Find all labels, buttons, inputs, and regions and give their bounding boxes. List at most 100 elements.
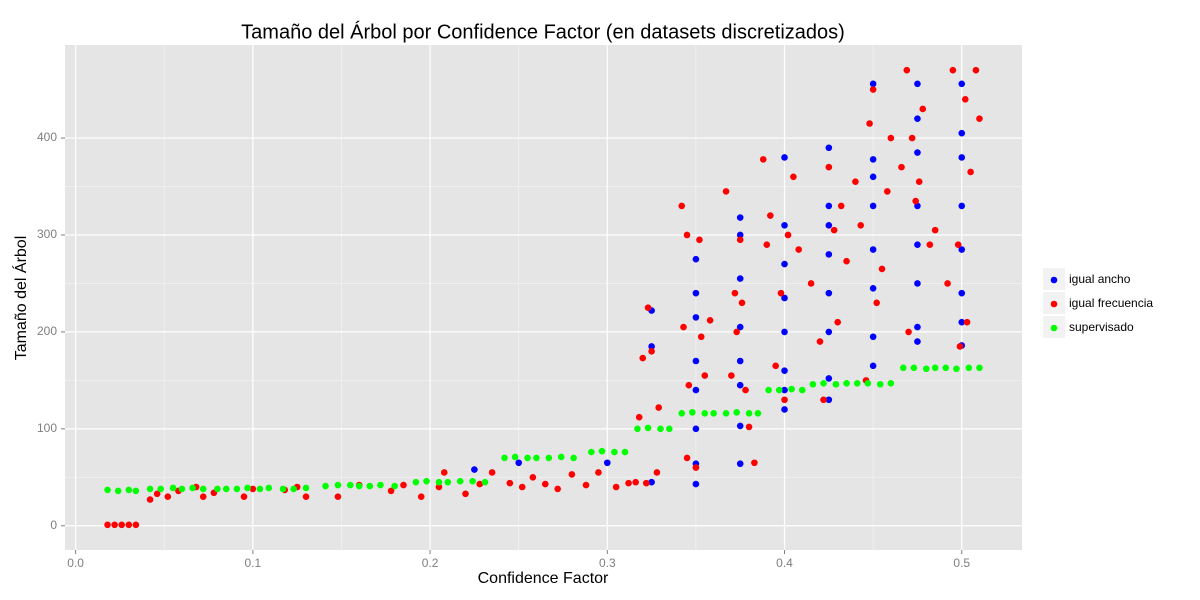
point bbox=[511, 453, 519, 461]
point bbox=[696, 236, 703, 244]
point bbox=[736, 323, 744, 331]
point bbox=[710, 410, 717, 417]
point bbox=[731, 289, 739, 297]
point bbox=[816, 338, 824, 345]
point bbox=[736, 460, 744, 468]
point bbox=[722, 188, 730, 195]
chart-title: Tamaño del Árbol por Confidence Factor (… bbox=[241, 20, 845, 43]
point bbox=[798, 386, 806, 394]
point bbox=[387, 487, 395, 495]
point bbox=[869, 246, 877, 253]
point bbox=[146, 496, 154, 503]
point bbox=[132, 521, 140, 529]
point bbox=[963, 318, 971, 326]
point bbox=[692, 425, 700, 433]
point bbox=[692, 480, 700, 488]
point bbox=[864, 379, 872, 387]
point bbox=[869, 284, 877, 292]
point bbox=[736, 275, 744, 282]
point bbox=[692, 255, 700, 263]
y-axis-label: Tamaño del Árbol bbox=[11, 236, 30, 361]
point bbox=[898, 163, 905, 171]
point bbox=[767, 212, 774, 219]
point bbox=[869, 80, 877, 88]
point bbox=[976, 364, 983, 372]
point bbox=[914, 115, 921, 122]
point bbox=[733, 409, 740, 416]
point bbox=[653, 469, 661, 476]
point bbox=[701, 372, 709, 379]
point bbox=[919, 105, 927, 113]
point bbox=[788, 385, 795, 393]
point bbox=[754, 410, 762, 417]
point bbox=[869, 362, 877, 370]
point bbox=[777, 289, 785, 297]
point bbox=[958, 129, 966, 137]
point bbox=[639, 354, 647, 362]
point bbox=[905, 328, 912, 336]
point bbox=[444, 478, 452, 486]
point bbox=[781, 328, 788, 336]
point bbox=[781, 154, 788, 161]
point bbox=[476, 480, 484, 488]
point bbox=[781, 386, 788, 394]
x-tick-label: 0.0 bbox=[67, 556, 84, 570]
point bbox=[914, 280, 921, 287]
point bbox=[199, 493, 207, 500]
y-tick-label: 0 bbox=[50, 518, 57, 532]
point bbox=[931, 226, 939, 234]
point bbox=[598, 447, 606, 455]
point bbox=[689, 409, 696, 416]
point bbox=[111, 521, 118, 529]
point bbox=[953, 365, 960, 373]
point bbox=[976, 115, 983, 122]
point bbox=[825, 396, 833, 404]
point bbox=[435, 478, 443, 486]
point bbox=[954, 241, 962, 248]
point bbox=[914, 338, 921, 345]
point bbox=[733, 328, 740, 336]
point bbox=[736, 214, 744, 221]
legend: igual ancho igual frecuencia supervisado bbox=[1043, 268, 1153, 338]
legend-label: supervisado bbox=[1069, 320, 1134, 334]
point bbox=[722, 410, 730, 417]
point bbox=[554, 485, 561, 493]
point bbox=[634, 425, 641, 433]
point bbox=[745, 423, 753, 431]
point bbox=[189, 484, 196, 492]
point bbox=[481, 478, 489, 486]
point bbox=[435, 483, 443, 491]
point bbox=[728, 372, 735, 379]
point bbox=[742, 386, 749, 394]
point bbox=[914, 323, 921, 331]
point bbox=[781, 367, 788, 374]
point bbox=[763, 241, 771, 248]
point bbox=[625, 479, 632, 487]
point bbox=[736, 231, 744, 239]
point bbox=[240, 493, 248, 500]
point bbox=[912, 197, 919, 205]
point bbox=[736, 381, 744, 389]
point bbox=[958, 202, 966, 210]
point bbox=[972, 66, 980, 74]
point bbox=[878, 265, 886, 273]
point bbox=[825, 144, 833, 152]
y-tick-label: 200 bbox=[37, 324, 57, 338]
point bbox=[545, 454, 553, 462]
point bbox=[944, 280, 951, 287]
point bbox=[302, 493, 310, 500]
point bbox=[488, 469, 496, 476]
point bbox=[807, 280, 815, 287]
point bbox=[678, 202, 686, 210]
point bbox=[570, 454, 577, 462]
point bbox=[355, 482, 363, 490]
legend-label: igual ancho bbox=[1069, 272, 1131, 286]
point bbox=[843, 257, 850, 265]
point bbox=[655, 404, 662, 411]
point bbox=[765, 386, 772, 394]
point bbox=[914, 149, 921, 156]
point bbox=[884, 188, 891, 195]
point bbox=[683, 454, 691, 462]
point bbox=[965, 364, 973, 372]
point bbox=[568, 471, 576, 478]
